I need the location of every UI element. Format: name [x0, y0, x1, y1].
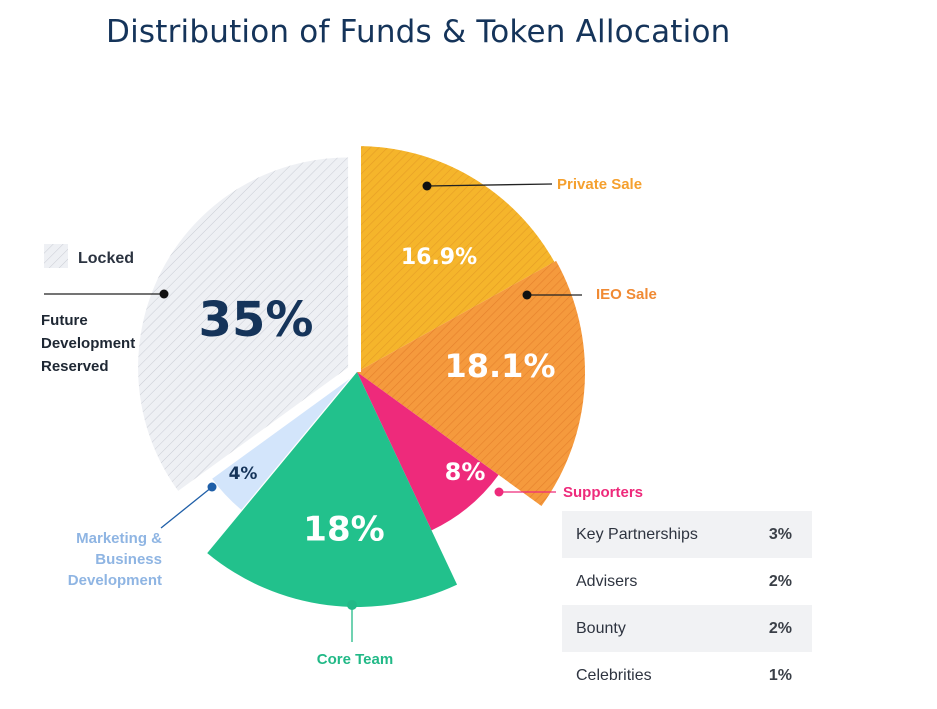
- callout-supporters: Supporters: [563, 484, 643, 501]
- pie-slice-hatch-ieo-sale: [357, 260, 585, 507]
- allocation-value: 2%: [768, 619, 792, 637]
- callout-future-line: Development: [41, 335, 135, 352]
- legend-swatch-hatch: [44, 244, 68, 268]
- callout-private-sale: Private Sale: [557, 176, 642, 193]
- callout-future-line: Reserved: [41, 358, 109, 375]
- pie-slice-hatch-future-development-reserved: [138, 157, 349, 491]
- callout-marketing-line: Marketing &: [76, 530, 162, 547]
- table-row: Celebrities 1%: [562, 652, 812, 699]
- leader-line: [426, 183, 553, 187]
- callout-ieo-sale: IEO Sale: [596, 286, 657, 303]
- slice-value-label: 35%: [199, 292, 314, 348]
- leader-dot: [422, 181, 432, 191]
- chart-title: Distribution of Funds & Token Allocation: [106, 14, 731, 50]
- callout-marketing-line: Business: [95, 551, 162, 568]
- callout-core-team: Core Team: [317, 651, 393, 668]
- slice-value-label: 18%: [303, 510, 384, 550]
- allocation-label: Celebrities: [576, 666, 652, 684]
- slice-value-label: 16.9%: [401, 245, 477, 270]
- callout-future-line: Future: [41, 312, 88, 329]
- allocation-label: Bounty: [576, 619, 626, 637]
- table-row: Advisers 2%: [562, 558, 812, 605]
- table-row: Bounty 2%: [562, 605, 812, 652]
- pie-slice-marketing-business-development: [212, 378, 350, 510]
- allocation-value: 2%: [768, 572, 792, 590]
- pie-slice-core-team: [207, 372, 458, 607]
- leader-line: [160, 486, 213, 529]
- leader-dot: [347, 600, 357, 610]
- callout-marketing-line: Development: [68, 572, 162, 589]
- leader-dot: [494, 487, 504, 497]
- pie-slice-supporters: [357, 372, 499, 531]
- allocation-value: 1%: [768, 666, 792, 684]
- other-allocations-table: Key Partnerships 3% Advisers 2% Bounty 2…: [562, 511, 812, 699]
- allocation-label: Advisers: [576, 572, 638, 590]
- leader-dot: [207, 482, 217, 492]
- slice-value-label: 4%: [229, 464, 258, 484]
- table-row: Key Partnerships 3%: [562, 511, 812, 558]
- allocation-label: Key Partnerships: [576, 525, 698, 543]
- allocation-value: 3%: [768, 525, 792, 543]
- legend-label-locked: Locked: [78, 250, 134, 267]
- leader-dot: [522, 290, 532, 300]
- leader-dot: [159, 289, 169, 299]
- slice-value-label: 8%: [445, 458, 486, 486]
- slice-value-label: 18.1%: [444, 347, 555, 385]
- pie-slice-hatch-private-sale: [357, 146, 555, 372]
